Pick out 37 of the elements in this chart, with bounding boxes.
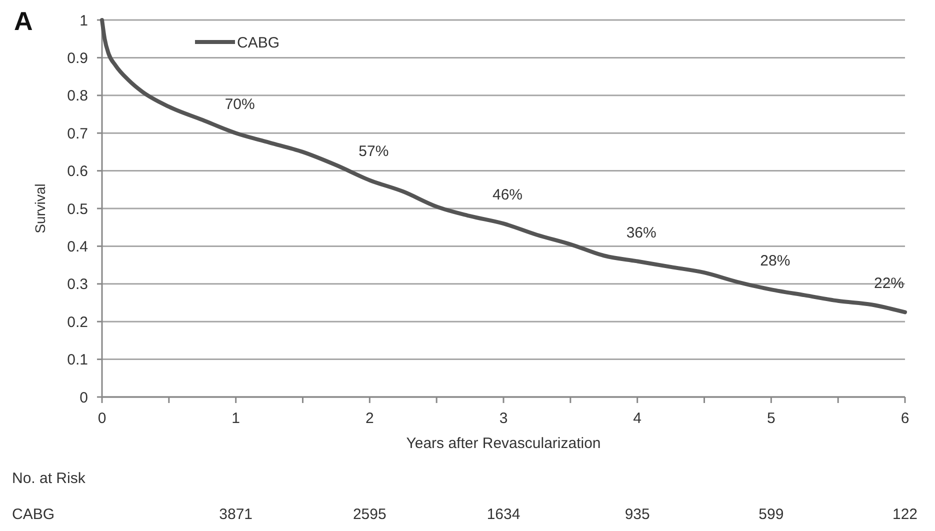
x-axis-title: Years after Revascularization: [406, 435, 601, 452]
x-tick-label: 3: [499, 410, 508, 427]
x-tick-label: 4: [633, 410, 642, 427]
annotation: 70%: [224, 96, 255, 114]
annotation: 46%: [492, 186, 523, 204]
text: 2595: [352, 506, 386, 523]
annotation: 22%: [874, 275, 904, 292]
y-tick-label: 0.3: [67, 276, 88, 294]
y-tick-label: 0: [80, 389, 88, 406]
line-series: [100, 18, 907, 314]
y-tick-label: 0.9: [67, 50, 88, 67]
y-tick-label: 1: [80, 12, 88, 30]
y-tick-label: 0.1: [67, 352, 88, 369]
text: CABG: [12, 506, 55, 523]
text: 935: [624, 506, 650, 523]
x-tick-label: 1: [232, 410, 240, 427]
y-tick-label: 0.8: [67, 88, 88, 105]
x-tick-label: 0: [98, 410, 106, 427]
y-tick-label: 0.5: [67, 200, 88, 218]
x-tick-label: 6: [900, 410, 910, 427]
legend-label: CABG: [237, 34, 280, 52]
text: 1634: [486, 506, 520, 523]
annotation: 57%: [358, 143, 389, 160]
annotation: 36%: [626, 224, 656, 242]
text: 599: [758, 506, 784, 523]
text: 122: [892, 506, 918, 523]
annotation: 28%: [760, 252, 790, 270]
text: No. at Risk: [12, 470, 86, 487]
text: A: [14, 6, 33, 36]
x-tick-label: 5: [766, 410, 776, 427]
text: 3871: [219, 506, 253, 523]
y-tick-label: 0.4: [67, 238, 88, 256]
x-tick-label: 2: [365, 410, 374, 427]
y-tick-label: 0.7: [67, 125, 88, 142]
y-axis-title: Survival: [32, 184, 48, 234]
y-tick-label: 0.2: [67, 314, 88, 331]
y-tick-label: 0.6: [67, 163, 88, 180]
